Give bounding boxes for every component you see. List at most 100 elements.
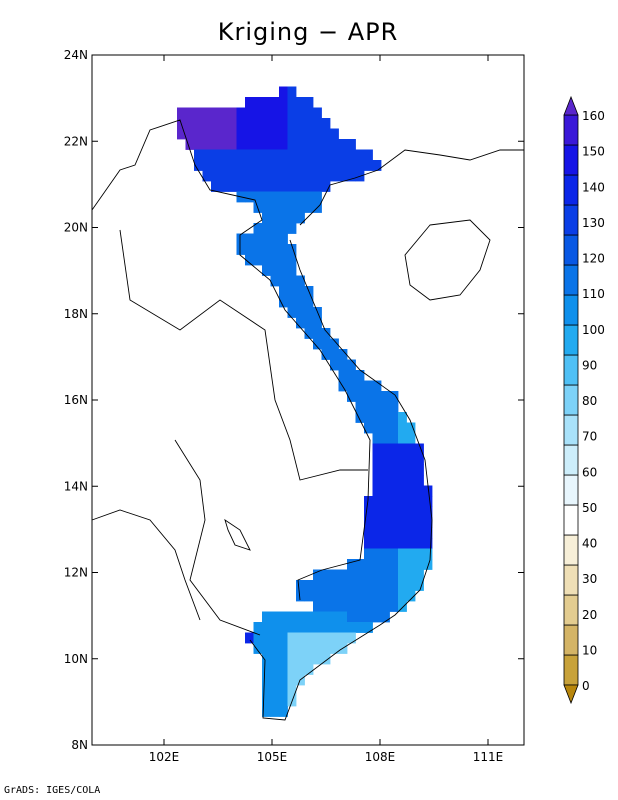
grid-cell: [372, 412, 382, 423]
grid-cell: [253, 128, 263, 140]
grid-cell: [381, 464, 390, 476]
grid-cell: [304, 181, 314, 192]
grid-cell: [321, 580, 331, 591]
grid-cell: [330, 160, 339, 171]
grid-cell: [338, 569, 348, 581]
grid-cell: [253, 170, 263, 182]
grid-cell: [287, 128, 297, 140]
grid-cell: [194, 139, 203, 150]
grid-cell: [253, 107, 263, 119]
grid-cell: [364, 622, 373, 633]
grid-cell: [304, 170, 314, 182]
grid-cell: [372, 380, 382, 392]
grid-cell: [347, 391, 356, 402]
grid-cell: [270, 706, 280, 717]
grid-cell: [270, 695, 280, 707]
grid-cell: [398, 517, 407, 528]
grid-cell: [406, 527, 416, 539]
grid-cell: [372, 538, 382, 549]
grid-cell: [364, 611, 373, 623]
grid-cell: [355, 370, 365, 381]
grid-cell: [330, 338, 339, 350]
grid-cell: [270, 611, 280, 623]
grid-cell: [398, 433, 407, 444]
colorbar-label: 110: [582, 287, 605, 301]
grid-cell: [389, 601, 399, 612]
grid-cell: [304, 653, 314, 665]
grid-cell: [279, 118, 288, 129]
grid-cell: [228, 170, 237, 182]
colorbar-min-arrow: [563, 684, 579, 705]
grid-cell: [415, 569, 424, 581]
grid-cell: [355, 611, 365, 623]
grid-cell: [364, 506, 373, 518]
grid-cell: [287, 223, 297, 234]
grid-cell: [279, 160, 288, 171]
grid-cell: [381, 443, 390, 455]
grid-cell: [262, 149, 271, 161]
grid-cell: [296, 212, 305, 224]
colorbar-label: 60: [582, 465, 597, 479]
grid-cell: [270, 674, 280, 686]
grid-cell: [313, 160, 322, 171]
grid-cell: [372, 401, 382, 413]
grid-cell: [372, 422, 382, 434]
grid-cell: [389, 527, 399, 539]
grid-cell: [347, 160, 356, 171]
colorbar-label: 150: [582, 145, 605, 159]
lon-tick-label: 105E: [257, 750, 288, 764]
grid-cell: [296, 611, 305, 623]
grid-cell: [304, 317, 314, 329]
grid-cell: [262, 706, 271, 717]
grid-cell: [270, 139, 280, 150]
grid-cell: [364, 412, 373, 423]
grid-cell: [202, 128, 212, 140]
grid-cell: [372, 601, 382, 612]
lat-tick-label: 10N: [64, 652, 88, 666]
grid-cell: [364, 391, 373, 402]
grid-cell: [236, 233, 246, 245]
grid-cell: [389, 590, 399, 602]
grid-cell: [372, 580, 382, 591]
grid-cell: [330, 611, 339, 623]
colorbar-segment: [563, 324, 579, 356]
grid-cell: [321, 569, 331, 581]
grid-cell: [253, 643, 263, 654]
grid-cell: [211, 149, 220, 161]
grid-cell: [330, 359, 339, 371]
colorbar-segment: [563, 624, 579, 656]
grid-cell: [270, 275, 280, 287]
grid-cell: [338, 622, 348, 633]
grid-cell: [415, 559, 424, 570]
grid-cell: [313, 611, 322, 623]
grid-cell: [262, 632, 271, 644]
grid-cell: [415, 485, 424, 497]
grid-cell: [338, 170, 348, 182]
grid-cell: [253, 233, 263, 245]
grid-cell: [279, 632, 288, 644]
grid-cell: [202, 160, 212, 171]
grid-cell: [236, 139, 246, 150]
colorbar-segment: [563, 114, 579, 146]
grid-cell: [423, 559, 433, 570]
grid-cell: [372, 475, 382, 486]
grid-cell: [423, 485, 433, 497]
grid-cell: [406, 569, 416, 581]
grid-cell: [364, 590, 373, 602]
colorbar-label: 50: [582, 501, 597, 515]
colorbar-label: 160: [582, 109, 605, 123]
grid-cell: [296, 286, 305, 297]
grid-cell: [270, 244, 280, 255]
grid-cell: [279, 254, 288, 266]
grid-cell: [270, 643, 280, 654]
grid-cell: [321, 622, 331, 633]
grid-cell: [321, 590, 331, 602]
grid-cell: [364, 160, 373, 171]
grid-cell: [406, 580, 416, 591]
grid-cell: [389, 454, 399, 465]
lon-tick-label: 108E: [365, 750, 396, 764]
grid-cell: [347, 611, 356, 623]
colorbar-label: 70: [582, 430, 597, 444]
grid-cell: [372, 611, 382, 623]
grid-cell: [321, 611, 331, 623]
